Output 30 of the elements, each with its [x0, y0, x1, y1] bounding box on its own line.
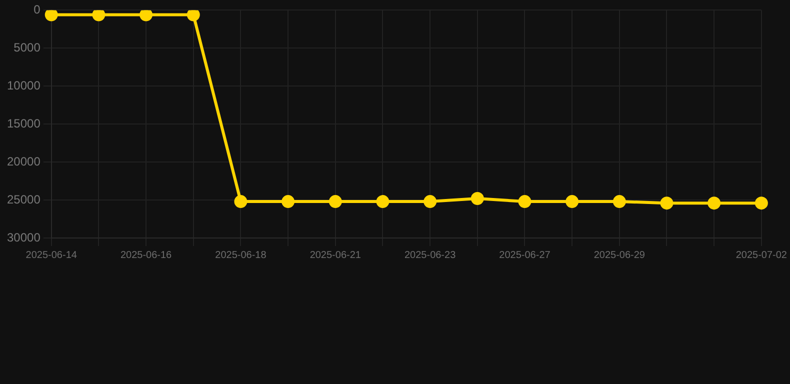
- x-tick-label: 2025-06-18: [215, 250, 267, 261]
- point: [234, 195, 248, 208]
- point: [518, 195, 532, 208]
- x-tick-label: 2025-06-29: [594, 250, 646, 261]
- y-tick-label: 20000: [6, 154, 41, 168]
- point: [660, 196, 674, 210]
- y-tick-label: 0: [34, 2, 41, 17]
- x-tick-label: 2025-06-14: [26, 250, 78, 261]
- x-tick-label: 2025-06-16: [120, 250, 172, 261]
- y-tick-label: 5000: [14, 40, 41, 54]
- x-tick-label: 2025-06-23: [404, 250, 456, 261]
- y-tick-label: 10000: [6, 78, 41, 92]
- point: [140, 10, 153, 22]
- point: [566, 195, 579, 208]
- point: [186, 10, 200, 22]
- point: [92, 10, 106, 22]
- y-tick-label: 30000: [6, 230, 41, 244]
- point: [708, 196, 721, 210]
- x-tick-label: 2025-06-27: [499, 250, 551, 261]
- point: [376, 195, 390, 208]
- point: [754, 196, 768, 210]
- x-tick-label: 2025-07-02: [736, 250, 788, 261]
- point: [282, 195, 295, 208]
- point: [424, 195, 437, 208]
- point: [470, 192, 484, 206]
- point: [612, 195, 626, 208]
- x-tick-label: 2025-06-21: [310, 250, 362, 261]
- point: [328, 195, 342, 208]
- y-tick-label: 25000: [6, 192, 41, 206]
- y-tick-label: 15000: [6, 116, 41, 130]
